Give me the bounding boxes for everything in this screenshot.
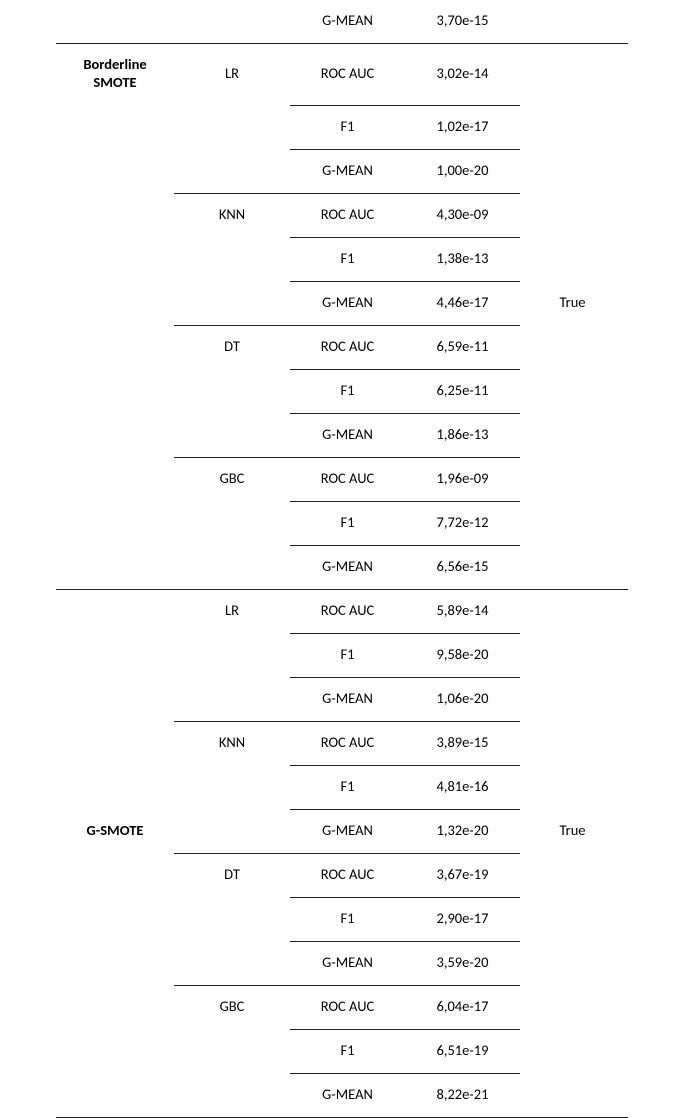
table-row: G-MEAN 6,56e-15: [56, 545, 628, 589]
value-cell: 1,06e-20: [405, 677, 520, 721]
metric-cell: F1: [290, 765, 405, 809]
classifier-cell: DT: [174, 325, 290, 369]
table-row: GBC ROC AUC 6,04e-17: [56, 985, 628, 1029]
metric-cell: ROC AUC: [290, 985, 405, 1029]
value-cell: 7,72e-12: [405, 501, 520, 545]
value-cell: 4,30e-09: [405, 193, 520, 237]
table-group: Borderline SMOTE LR ROC AUC 3,02e-14 F1 …: [56, 43, 628, 589]
method-line2: SMOTE: [93, 73, 136, 91]
table-row: DT ROC AUC 3,67e-19: [56, 853, 628, 897]
value-cell: 4,46e-17: [405, 281, 520, 325]
classifier-cell: DT: [174, 853, 290, 897]
metric-cell: F1: [290, 633, 405, 677]
bool-cell: True: [520, 810, 625, 853]
table-row: LR ROC AUC 5,89e-14: [56, 590, 628, 633]
table-row: F1 1,02e-17: [56, 105, 628, 149]
table-row: GBC ROC AUC 1,96e-09: [56, 457, 628, 501]
table-row: G-SMOTE G-MEAN 1,32e-20 True: [56, 809, 628, 853]
metric-cell: ROC AUC: [290, 193, 405, 237]
table-row: G-MEAN 3,59e-20: [56, 941, 628, 985]
table-row: G-MEAN 8,22e-21: [56, 1073, 628, 1117]
metric-cell: F1: [290, 369, 405, 413]
metric-cell: ROC AUC: [290, 457, 405, 501]
value-cell: 1,32e-20: [405, 809, 520, 853]
metric-cell: F1: [290, 105, 405, 149]
classifier-cell: LR: [174, 53, 290, 96]
value-cell: 1,00e-20: [405, 149, 520, 193]
value-cell: 6,04e-17: [405, 985, 520, 1029]
value-cell: 6,59e-11: [405, 325, 520, 369]
metric-cell: G-MEAN: [290, 0, 405, 43]
table-row: F1 1,38e-13: [56, 237, 628, 281]
method-cell: G-SMOTE: [56, 810, 174, 853]
method-cell: [56, 9, 174, 34]
value-cell: 1,96e-09: [405, 457, 520, 501]
table-row: F1 2,90e-17: [56, 897, 628, 941]
bool-cell: True: [520, 282, 625, 325]
table-row: G-MEAN 1,00e-20: [56, 149, 628, 193]
classifier-cell: KNN: [174, 193, 290, 237]
table-group: LR ROC AUC 5,89e-14 F1 9,58e-20 G-MEAN 1…: [56, 589, 628, 1118]
value-cell: 9,58e-20: [405, 633, 520, 677]
table-row: F1 7,72e-12: [56, 501, 628, 545]
value-cell: 3,59e-20: [405, 941, 520, 985]
table-row: F1 6,51e-19: [56, 1029, 628, 1073]
value-cell: 6,56e-15: [405, 545, 520, 589]
table-row: G-MEAN 1,06e-20: [56, 677, 628, 721]
value-cell: 1,86e-13: [405, 413, 520, 457]
table-row: G-MEAN 3,70e-15: [56, 0, 628, 43]
value-cell: 8,22e-21: [405, 1073, 520, 1117]
value-cell: 3,02e-14: [405, 53, 520, 96]
metric-cell: G-MEAN: [290, 1073, 405, 1117]
table-row: Borderline SMOTE LR ROC AUC 3,02e-14: [56, 44, 628, 105]
metric-cell: G-MEAN: [290, 941, 405, 985]
value-cell: 2,90e-17: [405, 897, 520, 941]
table-row: G-MEAN 4,46e-17 True: [56, 281, 628, 325]
classifier-cell: LR: [174, 590, 290, 633]
metric-cell: G-MEAN: [290, 281, 405, 325]
metric-cell: ROC AUC: [290, 590, 405, 633]
results-table: G-MEAN 3,70e-15 Borderline SMOTE LR ROC …: [0, 0, 686, 1118]
table-row: G-MEAN 1,86e-13: [56, 413, 628, 457]
bool-cell: [520, 9, 625, 34]
metric-cell: ROC AUC: [290, 325, 405, 369]
classifier-cell: GBC: [174, 457, 290, 501]
metric-cell: ROC AUC: [290, 853, 405, 897]
metric-cell: F1: [290, 1029, 405, 1073]
value-cell: 5,89e-14: [405, 590, 520, 633]
value-cell: 3,89e-15: [405, 721, 520, 765]
metric-cell: G-MEAN: [290, 677, 405, 721]
table-row: F1 9,58e-20: [56, 633, 628, 677]
method-line1: Borderline: [83, 55, 146, 73]
value-cell: 3,67e-19: [405, 853, 520, 897]
value-cell: 1,38e-13: [405, 237, 520, 281]
metric-cell: G-MEAN: [290, 413, 405, 457]
table-row: KNN ROC AUC 4,30e-09: [56, 193, 628, 237]
table-row: F1 4,81e-16: [56, 765, 628, 809]
value-cell: 3,70e-15: [405, 0, 520, 43]
method-cell: Borderline SMOTE: [56, 44, 174, 105]
value-cell: 6,25e-11: [405, 369, 520, 413]
value-cell: 6,51e-19: [405, 1029, 520, 1073]
table-row: DT ROC AUC 6,59e-11: [56, 325, 628, 369]
metric-cell: ROC AUC: [290, 53, 405, 96]
classifier-cell: GBC: [174, 985, 290, 1029]
value-cell: 4,81e-16: [405, 765, 520, 809]
metric-cell: F1: [290, 501, 405, 545]
metric-cell: F1: [290, 897, 405, 941]
metric-cell: G-MEAN: [290, 545, 405, 589]
table-row: F1 6,25e-11: [56, 369, 628, 413]
value-cell: 1,02e-17: [405, 105, 520, 149]
metric-cell: G-MEAN: [290, 149, 405, 193]
metric-cell: ROC AUC: [290, 721, 405, 765]
metric-cell: G-MEAN: [290, 809, 405, 853]
classifier-cell: KNN: [174, 721, 290, 765]
bool-cell: [520, 62, 625, 87]
metric-cell: F1: [290, 237, 405, 281]
table-row: KNN ROC AUC 3,89e-15: [56, 721, 628, 765]
classifier-cell: [174, 9, 290, 34]
